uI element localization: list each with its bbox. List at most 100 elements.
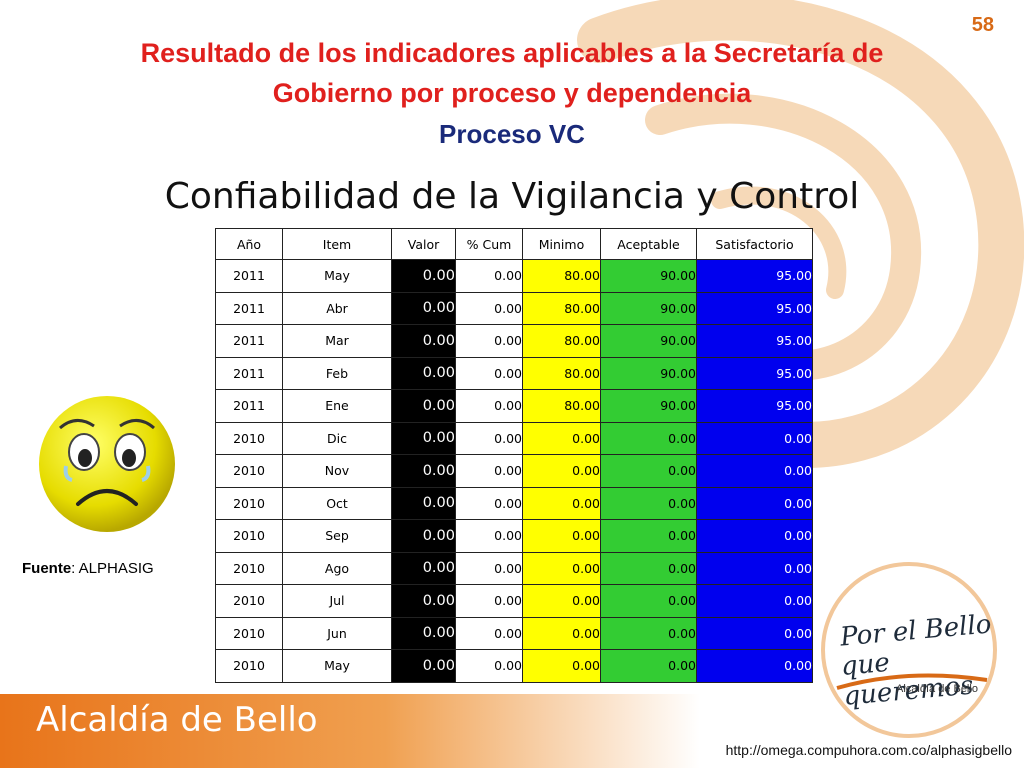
cell-minimo: 0.00 [522, 454, 601, 488]
cell-ano: 2011 [215, 291, 283, 325]
cell-item: Nov [282, 454, 392, 488]
cell-cum: 0.00 [455, 454, 523, 488]
page-number: 58 [971, 14, 994, 36]
cell-ano: 2011 [215, 324, 283, 358]
cell-valor: 0.00 [391, 551, 456, 585]
cell-ano: 2010 [215, 421, 283, 455]
cell-minimo: 80.00 [522, 389, 601, 423]
cell-item: May [282, 649, 392, 683]
cell-satisfactorio: 0.00 [696, 551, 813, 585]
cell-valor: 0.00 [391, 616, 456, 650]
cell-aceptable: 0.00 [600, 454, 697, 488]
cell-item: Mar [282, 324, 392, 358]
cell-item: May [282, 259, 392, 293]
indicator-table: Año Item Valor % Cum Minimo Aceptable Sa… [215, 228, 813, 683]
cell-minimo: 0.00 [522, 616, 601, 650]
cell-cum: 0.00 [455, 551, 523, 585]
cell-valor: 0.00 [391, 324, 456, 358]
cell-satisfactorio: 0.00 [696, 486, 813, 520]
cell-ano: 2010 [215, 454, 283, 488]
cell-cum: 0.00 [455, 389, 523, 423]
cell-valor: 0.00 [391, 259, 456, 293]
cell-ano: 2011 [215, 259, 283, 293]
table-row: 2010 May 0.00 0.00 0.00 0.00 0.00 [215, 649, 813, 683]
cell-minimo: 0.00 [522, 584, 601, 618]
cell-valor: 0.00 [391, 486, 456, 520]
footer-banner [0, 694, 700, 768]
cell-item: Abr [282, 291, 392, 325]
cell-cum: 0.00 [455, 259, 523, 293]
cell-aceptable: 0.00 [600, 616, 697, 650]
cell-satisfactorio: 95.00 [696, 389, 813, 423]
table-row: 2010 Ago 0.00 0.00 0.00 0.00 0.00 [215, 551, 813, 585]
cell-cum: 0.00 [455, 324, 523, 358]
cell-ano: 2010 [215, 519, 283, 553]
cell-item: Jun [282, 616, 392, 650]
cell-satisfactorio: 0.00 [696, 616, 813, 650]
table-row: 2011 Mar 0.00 0.00 80.00 90.00 95.00 [215, 324, 813, 358]
table-row: 2010 Sep 0.00 0.00 0.00 0.00 0.00 [215, 519, 813, 553]
table-row: 2011 Abr 0.00 0.00 80.00 90.00 95.00 [215, 291, 813, 325]
cell-aceptable: 0.00 [600, 519, 697, 553]
cell-valor: 0.00 [391, 649, 456, 683]
col-header-valor: Valor [391, 228, 456, 260]
cell-minimo: 80.00 [522, 324, 601, 358]
table-row: 2011 Ene 0.00 0.00 80.00 90.00 95.00 [215, 389, 813, 423]
table-row: 2011 May 0.00 0.00 80.00 90.00 95.00 [215, 259, 813, 293]
cell-ano: 2010 [215, 486, 283, 520]
cell-satisfactorio: 95.00 [696, 259, 813, 293]
cell-aceptable: 0.00 [600, 584, 697, 618]
table-row: 2011 Feb 0.00 0.00 80.00 90.00 95.00 [215, 356, 813, 390]
cell-item: Dic [282, 421, 392, 455]
table-body: 2011 May 0.00 0.00 80.00 90.00 95.00 2011 Abr 0.0… [215, 259, 813, 683]
cell-minimo: 80.00 [522, 291, 601, 325]
cell-minimo: 0.00 [522, 421, 601, 455]
cell-item: Sep [282, 519, 392, 553]
cell-aceptable: 90.00 [600, 389, 697, 423]
col-header-item: Item [282, 228, 392, 260]
cell-item: Ene [282, 389, 392, 423]
cell-aceptable: 0.00 [600, 486, 697, 520]
table-row: 2010 Nov 0.00 0.00 0.00 0.00 0.00 [215, 454, 813, 488]
cell-cum: 0.00 [455, 519, 523, 553]
indicator-heading: Confiabilidad de la Vigilancia y Control [164, 176, 860, 217]
cell-cum: 0.00 [455, 649, 523, 683]
table-row: 2010 Jun 0.00 0.00 0.00 0.00 0.00 [215, 616, 813, 650]
cell-valor: 0.00 [391, 421, 456, 455]
cell-item: Feb [282, 356, 392, 390]
col-header-aceptable: Aceptable [600, 228, 697, 260]
cell-aceptable: 90.00 [600, 259, 697, 293]
cell-cum: 0.00 [455, 291, 523, 325]
cell-aceptable: 0.00 [600, 649, 697, 683]
cell-item: Jul [282, 584, 392, 618]
col-header-ano: Año [215, 228, 283, 260]
cell-valor: 0.00 [391, 519, 456, 553]
col-header-cum: % Cum [455, 228, 523, 260]
source-label: Fuente [22, 560, 72, 577]
source-value: : ALPHASIG [71, 560, 154, 577]
table-row: 2010 Jul 0.00 0.00 0.00 0.00 0.00 [215, 584, 813, 618]
cell-satisfactorio: 95.00 [696, 356, 813, 390]
cell-minimo: 0.00 [522, 551, 601, 585]
cell-aceptable: 0.00 [600, 421, 697, 455]
cell-satisfactorio: 95.00 [696, 324, 813, 358]
cell-satisfactorio: 0.00 [696, 649, 813, 683]
footer-url[interactable]: http://omega.compuhora.com.co/alphasigbe… [725, 742, 1012, 758]
cell-valor: 0.00 [391, 356, 456, 390]
cell-minimo: 80.00 [522, 259, 601, 293]
cell-ano: 2011 [215, 389, 283, 423]
source-note: Fuente: ALPHASIG [22, 560, 154, 577]
sad-face-icon [36, 392, 178, 534]
table-header-row: Año Item Valor % Cum Minimo Aceptable Sa… [215, 228, 813, 260]
cell-cum: 0.00 [455, 486, 523, 520]
cell-valor: 0.00 [391, 291, 456, 325]
cell-ano: 2011 [215, 356, 283, 390]
cell-valor: 0.00 [391, 454, 456, 488]
brand-name: Alcaldía de Bello [36, 700, 318, 740]
cell-valor: 0.00 [391, 584, 456, 618]
cell-aceptable: 90.00 [600, 356, 697, 390]
cell-ano: 2010 [215, 649, 283, 683]
cell-minimo: 0.00 [522, 519, 601, 553]
cell-item: Oct [282, 486, 392, 520]
page-title-line2: Gobierno por proceso y dependencia [272, 78, 752, 108]
